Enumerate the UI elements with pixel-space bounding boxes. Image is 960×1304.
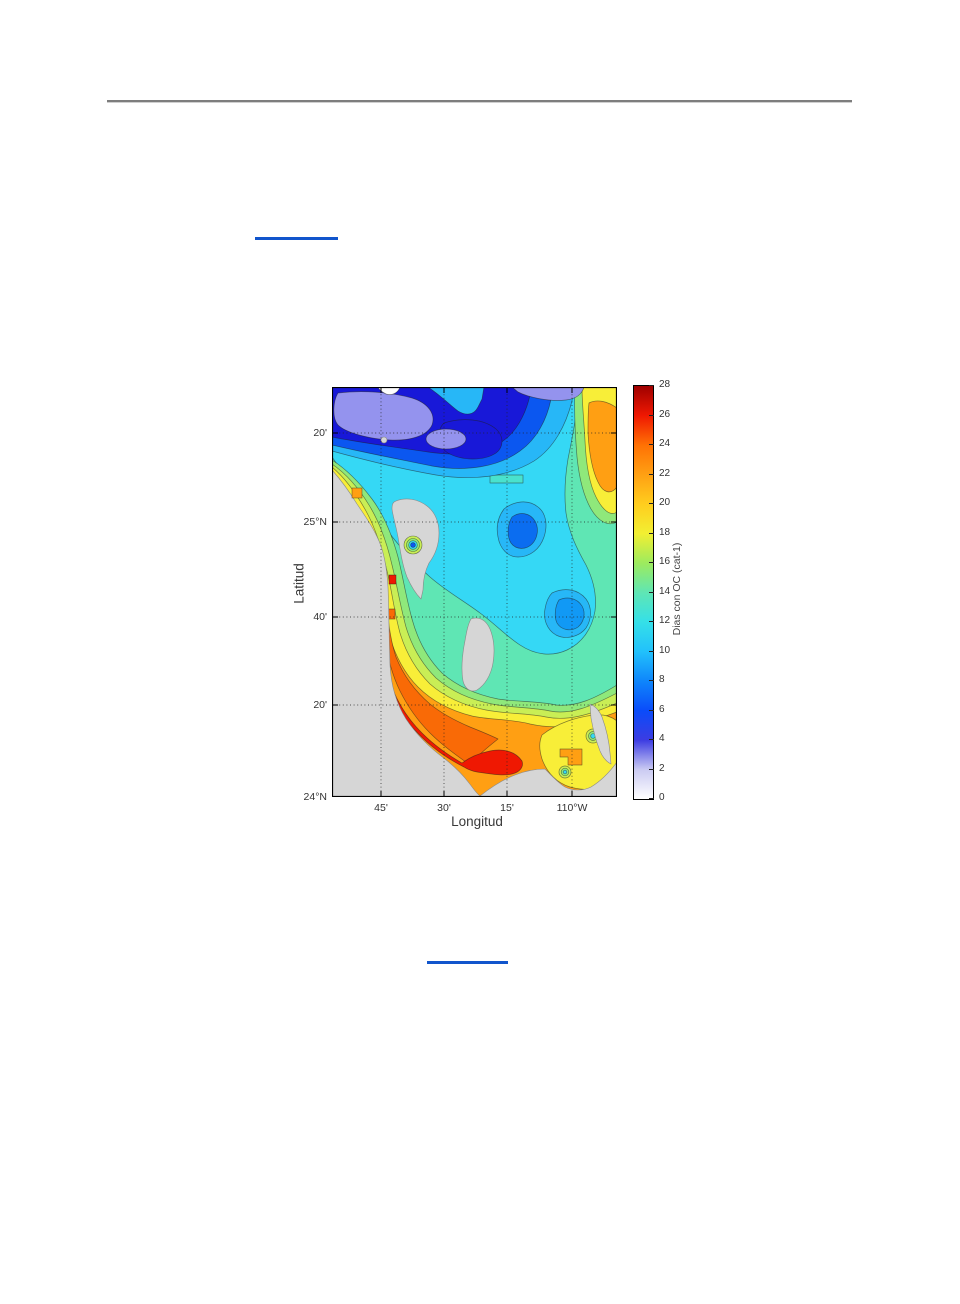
y-tick-label: 20'	[313, 427, 327, 439]
colorbar-tick-mark	[649, 385, 654, 386]
y-tick-label: 20'	[313, 699, 327, 711]
hyperlink-underline-1[interactable]	[255, 237, 338, 240]
y-tick-label: 24°N	[303, 791, 327, 803]
gridlines	[332, 387, 617, 797]
top-cyan-pocket	[427, 387, 485, 415]
colorbar-tick-mark	[649, 473, 654, 475]
red-coastal-patch	[387, 674, 523, 776]
east-orange-maximum	[587, 400, 617, 493]
colorbar-tick-label: 26	[659, 408, 671, 420]
se-orange-notch	[559, 748, 583, 766]
colorbar-tick-label: 12	[659, 615, 671, 626]
blue-pocket-1-core	[507, 513, 538, 549]
colorbar-tick-label: 28	[659, 379, 671, 390]
colorbar-tick-label: 18	[659, 526, 671, 538]
colorbar-tick-label: 8	[659, 674, 665, 685]
colorbar-tick-mark	[649, 709, 654, 711]
colorbar-tick-label: 24	[659, 438, 671, 449]
y-tick-label: 25°N	[303, 516, 327, 528]
colorbar-tick-label: 20	[659, 497, 671, 508]
land-baja-peninsula	[332, 469, 617, 797]
colorbar-tick-mark	[649, 414, 654, 416]
colorbar-tick-label: 22	[659, 467, 671, 479]
colorbar-tick-label: 4	[659, 733, 665, 744]
colorbar-tick-label: 0	[659, 792, 665, 803]
contour-map-figure: 20' 25°N 40' 20' 24°N 45' 30' 15' 110°W …	[283, 378, 693, 830]
contour-map	[332, 387, 617, 797]
colorbar-tick-mark	[649, 562, 654, 563]
colorbar-tick-mark	[649, 591, 654, 593]
teal-rectangle-patch	[489, 474, 524, 484]
y-axis-title: Latitud	[291, 563, 307, 604]
hyperlink-underline-2[interactable]	[427, 961, 508, 964]
colorbar-tick-mark	[649, 621, 654, 622]
colorbar-tick-mark	[649, 532, 654, 534]
colorbar-tick-mark	[649, 444, 654, 445]
orange-square-patch	[351, 487, 363, 499]
colorbar-tick-mark	[649, 739, 654, 740]
colorbar-tick-label: 16	[659, 556, 671, 567]
plot-border	[332, 387, 617, 797]
small-islet	[380, 436, 388, 444]
colorbar-tick-mark	[649, 503, 654, 504]
island-cerralvo	[589, 703, 612, 765]
colorbar-tick-label: 10	[659, 644, 671, 656]
colorbar-tick-mark	[649, 680, 654, 681]
x-axis-title: Longitud	[451, 814, 503, 829]
blue-pocket-2-core	[554, 597, 585, 631]
small-red-coast-dot	[388, 574, 397, 585]
y-tick-label: 40'	[313, 611, 327, 623]
colorbar-tick-label: 2	[659, 762, 665, 774]
colorbar	[633, 385, 654, 800]
x-tick-label: 30'	[437, 802, 451, 814]
x-tick-label: 15'	[500, 802, 514, 814]
colorbar-title: Dias con OC (cat-1)	[671, 542, 683, 636]
colorbar-tick-mark	[649, 798, 654, 799]
white-minimum-notch	[377, 387, 401, 395]
colorbar-tick-mark	[649, 650, 654, 652]
periwinkle-patch-1	[333, 391, 434, 441]
horizontal-rule	[107, 100, 852, 103]
x-tick-label: 45'	[374, 802, 388, 814]
colorbar-tick-mark	[649, 768, 654, 770]
periwinkle-patch-2	[425, 428, 467, 450]
island-espiritu-santo	[461, 617, 495, 692]
periwinkle-top-strip	[511, 387, 585, 401]
x-tick-label: 110°W	[556, 802, 588, 814]
colorbar-tick-label: 6	[659, 703, 665, 715]
colorbar-tick-label: 14	[659, 585, 671, 597]
